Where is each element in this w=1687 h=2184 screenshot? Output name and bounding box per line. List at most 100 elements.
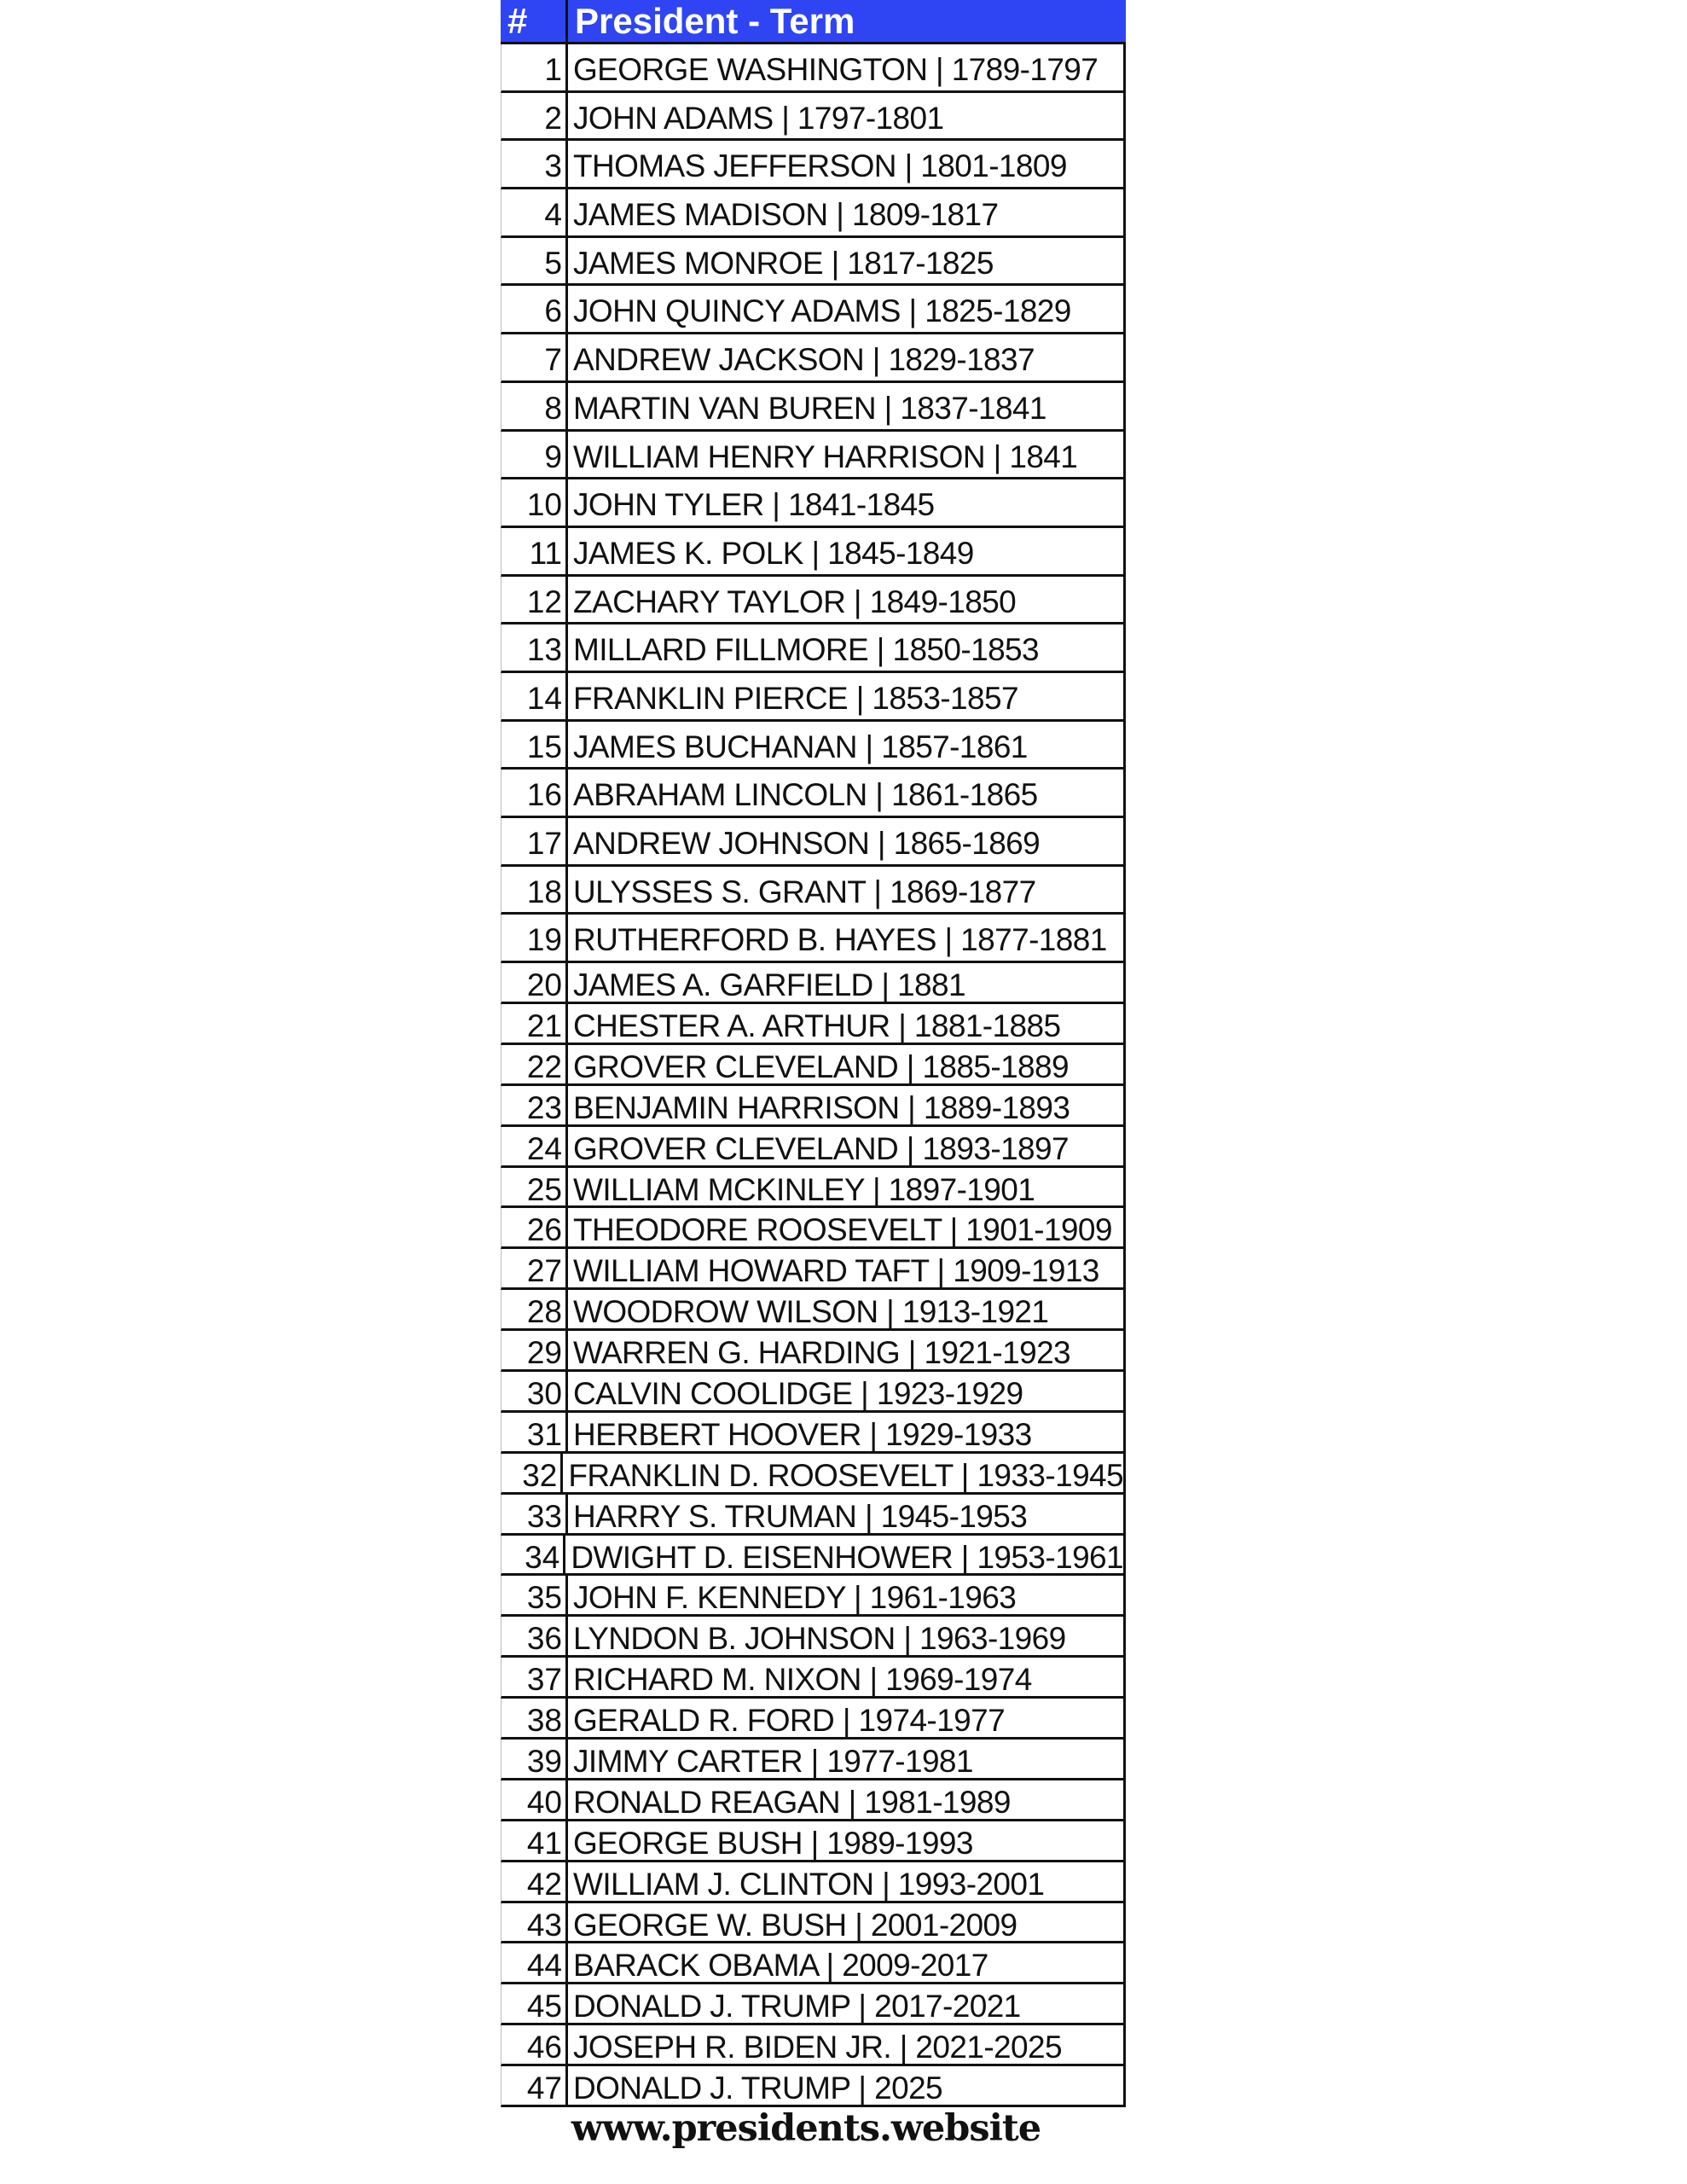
table-row: 21 CHESTER A. ARTHUR | 1881-1885 [501,1003,1126,1045]
president-term: BENJAMIN HARRISON | 1889-1893 [573,1089,1070,1125]
row-number: 6 [501,286,568,333]
row-number: 30 [501,1371,568,1411]
table-row: 28 WOODROW WILSON | 1913-1921 [501,1290,1126,1332]
president-term: ANDREW JOHNSON | 1865-1869 [573,826,1041,861]
president-term: RUTHERFORD B. HAYES | 1877-1881 [573,922,1107,958]
row-number: 23 [501,1085,568,1125]
table-row: 35 JOHN F. KENNEDY | 1961-1963 [501,1576,1126,1618]
website-footer: www.presidents.website [571,2107,1041,2150]
table-row: 36 LYNDON B. JOHNSON | 1963-1969 [501,1617,1126,1658]
president-term: DONALD J. TRUMP | 2025 [573,2071,943,2106]
president-term: HARRY S. TRUMAN | 1945-1953 [573,1498,1028,1534]
row-number: 22 [501,1044,568,1084]
row-number: 7 [501,334,568,380]
header-number: # [501,0,568,42]
table-row: 41 GEORGE BUSH | 1989-1993 [501,1821,1126,1862]
table-row: 29 WARREN G. HARDING | 1921-1923 [501,1331,1126,1372]
president-term: JAMES A. GARFIELD | 1881 [573,967,966,1003]
table-row: 10 JOHN TYLER | 1841-1845 [501,479,1126,528]
president-term: JAMES MONROE | 1817-1825 [573,245,994,281]
table-row: 33 HARRY S. TRUMAN | 1945-1953 [501,1494,1126,1536]
table-row: 46 JOSEPH R. BIDEN JR. | 2021-2025 [501,2025,1126,2067]
table-row: 34 DWIGHT D. EISENHOWER | 1953-1961 [501,1535,1126,1577]
president-term: MARTIN VAN BUREN | 1837-1841 [573,390,1046,426]
row-number: 45 [501,1984,568,2024]
row-number: 4 [501,189,568,235]
table-row: 42 WILLIAM J. CLINTON | 1993-2001 [501,1862,1126,1903]
president-term: RICHARD M. NIXON | 1969-1974 [573,1662,1032,1698]
table-row: 27 WILLIAM HOWARD TAFT | 1909-1913 [501,1249,1126,1291]
table-row: 3 THOMAS JEFFERSON | 1801-1809 [501,141,1126,190]
row-number: 8 [501,382,568,429]
row-number: 5 [501,237,568,284]
president-term: HERBERT HOOVER | 1929-1933 [573,1416,1032,1452]
table-row: 31 HERBERT HOOVER | 1929-1933 [501,1412,1126,1454]
row-number: 13 [501,624,568,671]
president-term: THOMAS JEFFERSON | 1801-1809 [573,148,1067,184]
row-number: 10 [501,479,568,526]
table-row: 26 THEODORE ROOSEVELT | 1901-1909 [501,1208,1126,1250]
table-row: 6 JOHN QUINCY ADAMS | 1825-1829 [501,286,1126,335]
president-term: JOSEPH R. BIDEN JR. | 2021-2025 [573,2030,1063,2065]
president-term: MILLARD FILLMORE | 1850-1853 [573,632,1040,668]
president-term: JOHN F. KENNEDY | 1961-1963 [573,1580,1017,1616]
row-number: 40 [501,1780,568,1820]
table-body: 1 GEORGE WASHINGTON | 1789-1797 2 JOHN ADAM… [501,44,1126,2107]
president-term: JIMMY CARTER | 1977-1981 [573,1743,973,1779]
table-row: 17 ANDREW JOHNSON | 1865-1869 [501,818,1126,867]
president-term: GROVER CLEVELAND | 1893-1897 [573,1130,1070,1166]
table-row: 43 GEORGE W. BUSH | 2001-2009 [501,1902,1126,1944]
row-number: 35 [501,1576,568,1615]
president-term: WILLIAM HENRY HARRISON | 1841 [573,439,1078,474]
row-number: 14 [501,672,568,719]
row-number: 15 [501,721,568,768]
row-number: 38 [501,1699,568,1738]
table-row: 32 FRANKLIN D. ROOSEVELT | 1933-1945 [501,1453,1126,1495]
table-row: 47 DONALD J. TRUMP | 2025 [501,2066,1126,2107]
table-row: 11 JAMES K. POLK | 1845-1849 [501,527,1126,577]
table-row: 24 GROVER CLEVELAND | 1893-1897 [501,1126,1126,1168]
row-number: 11 [501,527,568,574]
president-term: JAMES K. POLK | 1845-1849 [573,535,974,571]
president-term: WARREN G. HARDING | 1921-1923 [573,1335,1071,1371]
president-term: DWIGHT D. EISENHOWER | 1953-1961 [571,1539,1123,1575]
table-row: 12 ZACHARY TAYLOR | 1849-1850 [501,576,1126,625]
president-term: JAMES MADISON | 1809-1817 [573,197,999,233]
row-number: 43 [501,1902,568,1943]
row-number: 46 [501,2025,568,2065]
president-term: GERALD R. FORD | 1974-1977 [573,1703,1006,1739]
table-row: 38 GERALD R. FORD | 1974-1977 [501,1699,1126,1740]
table-header: # President - Term [501,0,1126,44]
table-row: 23 BENJAMIN HARRISON | 1889-1893 [501,1085,1126,1127]
row-number: 24 [501,1126,568,1166]
row-number: 47 [501,2066,568,2106]
row-number: 19 [501,915,568,961]
president-term: CHESTER A. ARTHUR | 1881-1885 [573,1008,1061,1043]
row-number: 42 [501,1862,568,1902]
president-term: GROVER CLEVELAND | 1885-1889 [573,1048,1070,1084]
table-row: 1 GEORGE WASHINGTON | 1789-1797 [501,44,1126,93]
row-number: 26 [501,1208,568,1247]
row-number: 28 [501,1290,568,1329]
table-row: 20 JAMES A. GARFIELD | 1881 [501,963,1126,1004]
row-number: 9 [501,431,568,478]
row-number: 41 [501,1821,568,1861]
president-term: JOHN ADAMS | 1797-1801 [573,100,944,136]
president-term: ABRAHAM LINCOLN | 1861-1865 [573,777,1038,813]
table-row: 2 JOHN ADAMS | 1797-1801 [501,92,1126,142]
table-row: 5 JAMES MONROE | 1817-1825 [501,237,1126,287]
table-row: 13 MILLARD FILLMORE | 1850-1853 [501,624,1126,673]
header-title: President - Term [575,1,855,41]
president-term: THEODORE ROOSEVELT | 1901-1909 [573,1212,1112,1248]
president-term: GEORGE WASHINGTON | 1789-1797 [573,52,1099,87]
row-number: 18 [501,866,568,913]
row-number: 36 [501,1617,568,1656]
table-row: 8 MARTIN VAN BUREN | 1837-1841 [501,382,1126,432]
table-row: 7 ANDREW JACKSON | 1829-1837 [501,334,1126,383]
row-number: 34 [501,1535,566,1575]
table-row: 44 BARACK OBAMA | 2009-2017 [501,1943,1126,1985]
row-number: 29 [501,1331,568,1370]
table-row: 40 RONALD REAGAN | 1981-1989 [501,1780,1126,1821]
president-term: LYNDON B. JOHNSON | 1963-1969 [573,1621,1066,1657]
presidents-table: # President - Term 1 GEORGE WASHINGTON | … [501,0,1126,2107]
